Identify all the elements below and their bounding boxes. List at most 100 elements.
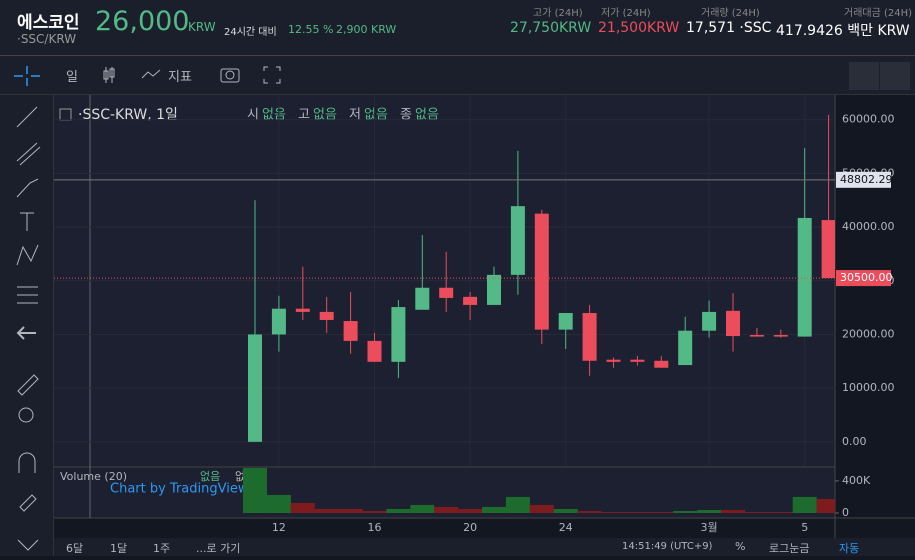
- volume-bar: [410, 504, 435, 513]
- last-price-label: 30500.00: [840, 271, 893, 284]
- pair: ·SSC/KRW: [17, 32, 77, 46]
- stat-label: 고가 (24H): [533, 8, 583, 19]
- stat-value: 27,750KRW: [510, 20, 592, 36]
- candle-body: [678, 330, 693, 366]
- camera-fullscreen-icons[interactable]: [218, 64, 288, 86]
- price-unit: KRW: [188, 20, 216, 34]
- candle-body: [606, 359, 621, 362]
- volume-bar: [434, 506, 459, 513]
- candle-body: [726, 310, 740, 337]
- legend-label: 종: [400, 108, 412, 123]
- dark-theme-button[interactable]: [880, 62, 910, 90]
- volume-bar: [386, 508, 411, 513]
- x-tick-label: 12: [272, 521, 286, 534]
- volume-bar: [482, 506, 506, 513]
- candle-body: [367, 340, 382, 362]
- stat-value: 17,571 ·SSC: [686, 20, 772, 36]
- candle-body: [630, 359, 645, 362]
- stat-label: 거래량 (24H): [701, 8, 760, 19]
- chart-type-icons[interactable]: [102, 64, 162, 86]
- goto-date[interactable]: ...로 가기: [196, 542, 241, 555]
- change-pct: 12.55 %: [288, 23, 334, 36]
- crosshair-label-bg: [836, 171, 891, 188]
- y-tick-label: 40000.00: [842, 220, 895, 233]
- x-tick-label: 20: [463, 521, 477, 534]
- range-button[interactable]: 1달: [110, 542, 128, 555]
- y-tick-label: 10000.00: [842, 381, 895, 394]
- price: 26,000: [95, 6, 190, 37]
- stat-value: 21,500KRW: [598, 20, 680, 36]
- volume-bar: [721, 509, 745, 513]
- x-tick-label: 3월: [701, 521, 718, 534]
- candle-body: [463, 296, 478, 305]
- volume-bar: [505, 496, 530, 513]
- drawing-sidebar: [0, 95, 54, 556]
- volume-legend-value: 없음: [200, 470, 220, 483]
- candle-body: [439, 287, 454, 298]
- candle-body: [749, 334, 764, 337]
- watermark: Chart by TradingView: [110, 482, 249, 497]
- volume-bars: [243, 468, 835, 513]
- auto-toggle[interactable]: 자동: [839, 542, 860, 555]
- change-abs: 2,900 KRW: [336, 23, 397, 36]
- x-tick-label: 24: [559, 521, 573, 534]
- candle-body: [295, 308, 310, 312]
- candle-body: [415, 287, 430, 310]
- candle-body: [271, 308, 286, 335]
- candle-body: [821, 220, 835, 279]
- range-button[interactable]: 6달: [66, 542, 84, 555]
- volume-bar: [529, 504, 554, 513]
- candle-body: [534, 213, 549, 330]
- footer: [54, 538, 915, 556]
- toolbar: 일 지표: [0, 56, 915, 95]
- candle-body: [702, 311, 717, 331]
- log-toggle[interactable]: 로그눈금: [769, 542, 810, 555]
- volume-tick-label: 0: [842, 506, 849, 519]
- interval[interactable]: 일: [66, 70, 78, 85]
- volume-bar: [601, 511, 626, 513]
- volume-bar: [768, 511, 793, 513]
- candle-body: [797, 217, 812, 337]
- volume-bar: [314, 508, 339, 513]
- last-price-bg: [836, 270, 891, 287]
- y-tick-label: 60000.00: [842, 113, 895, 126]
- clock: 14:51:49 (UTC+9): [622, 541, 713, 552]
- candle-body: [487, 274, 501, 305]
- y-tick-label: 0.00: [842, 435, 867, 448]
- candle-body: [773, 334, 788, 337]
- legend-value: 없음: [364, 108, 388, 123]
- change-label: 24시간 대비: [224, 27, 277, 38]
- legend-value: 없음: [415, 108, 439, 123]
- volume-tick-label: 400K: [842, 474, 871, 487]
- indicators[interactable]: 지표: [168, 70, 192, 85]
- candle-body: [343, 321, 358, 341]
- crosshair-icon[interactable]: [14, 66, 40, 86]
- stat-label: 거래대금 (24H): [844, 8, 913, 19]
- crosshair-label: 48802.29: [840, 173, 893, 186]
- volume-bar: [816, 498, 835, 513]
- legend-symbol: ·SSC-KRW, 1일: [78, 107, 178, 123]
- volume-bar: [673, 510, 698, 513]
- volume-bar: [338, 508, 363, 513]
- stat-label: 저가 (24H): [601, 8, 651, 19]
- legend-value: 없음: [313, 108, 337, 123]
- candle-body: [654, 360, 669, 368]
- plot-background: [54, 95, 835, 518]
- drawing-tools[interactable]: [0, 95, 53, 556]
- volume-legend: Volume (20): [60, 470, 127, 483]
- volume-bar: [697, 509, 722, 513]
- candle-body: [391, 307, 406, 362]
- range-button[interactable]: 1주: [153, 542, 171, 555]
- percent-toggle[interactable]: %: [735, 540, 746, 553]
- candle-body: [248, 334, 262, 442]
- volume-bar: [625, 511, 650, 513]
- volume-bar: [553, 508, 578, 513]
- volume-bar: [744, 511, 769, 513]
- light-theme-button[interactable]: [849, 62, 879, 90]
- candles: [248, 95, 835, 466]
- candle-body: [510, 206, 525, 275]
- volume-bar: [458, 508, 483, 513]
- stat-value: 417.9426 백만 KRW: [776, 23, 910, 39]
